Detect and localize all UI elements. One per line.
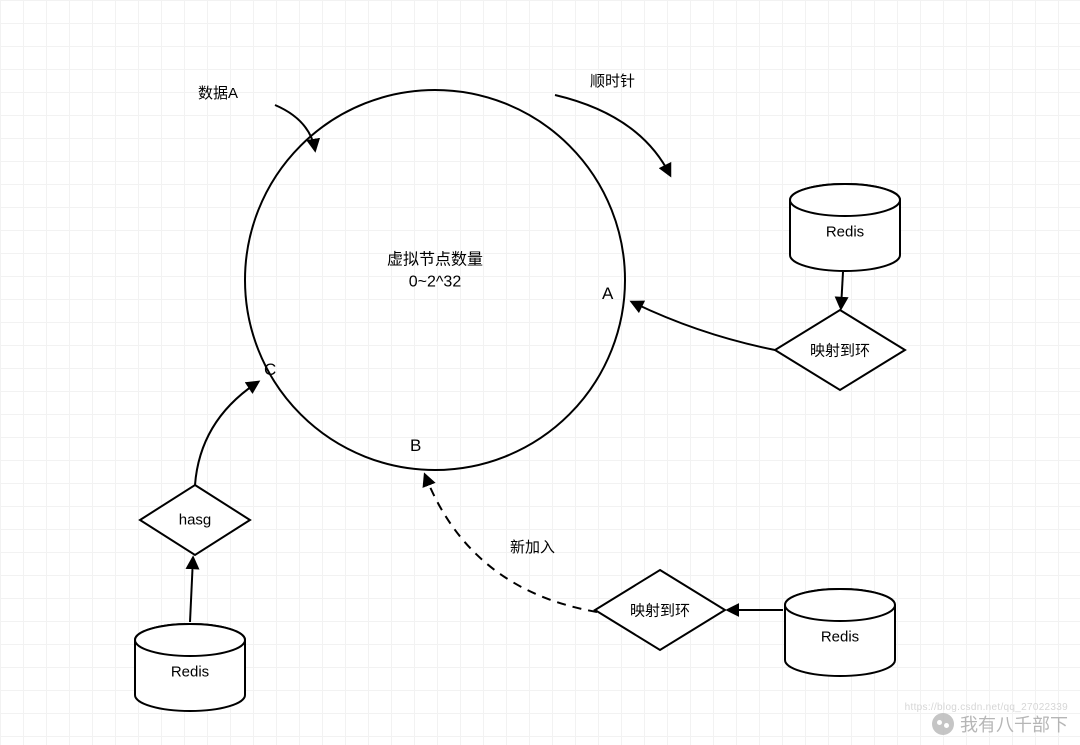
redis-bl-label: Redis (171, 664, 209, 681)
diamond-bottom-label: 映射到环 (630, 600, 690, 621)
ring-center-line2: 0~2^32 (387, 272, 483, 294)
diamond-right-label: 映射到环 (810, 340, 870, 361)
watermark: 我有八千部下 (932, 711, 1068, 737)
arrow-diamond-left-to-C (195, 382, 258, 485)
redis-tr-label: Redis (826, 224, 864, 241)
arrow-clockwise (555, 95, 670, 175)
diagram-svg (0, 0, 1080, 745)
point-A-label: A (602, 284, 613, 304)
label-new-join: 新加入 (510, 536, 555, 557)
wechat-icon (932, 713, 954, 735)
watermark-text: 我有八千部下 (960, 711, 1068, 737)
label-data-a: 数据A (198, 82, 238, 103)
arrow-redis-bl-to-diamond (190, 558, 193, 622)
point-C-label: C (264, 360, 276, 380)
ring-center-line1: 虚拟节点数量 (387, 250, 483, 272)
diamond-left-label: hasg (179, 512, 212, 529)
arrow-data-a (275, 105, 315, 150)
label-clockwise: 顺时针 (590, 70, 635, 91)
arrow-diamond-right-to-A (632, 302, 775, 350)
arrow-redis-tr-to-diamond (841, 272, 843, 308)
point-B-label: B (410, 436, 421, 456)
redis-br-label: Redis (821, 629, 859, 646)
ring-center-label: 虚拟节点数量 0~2^32 (387, 250, 483, 295)
